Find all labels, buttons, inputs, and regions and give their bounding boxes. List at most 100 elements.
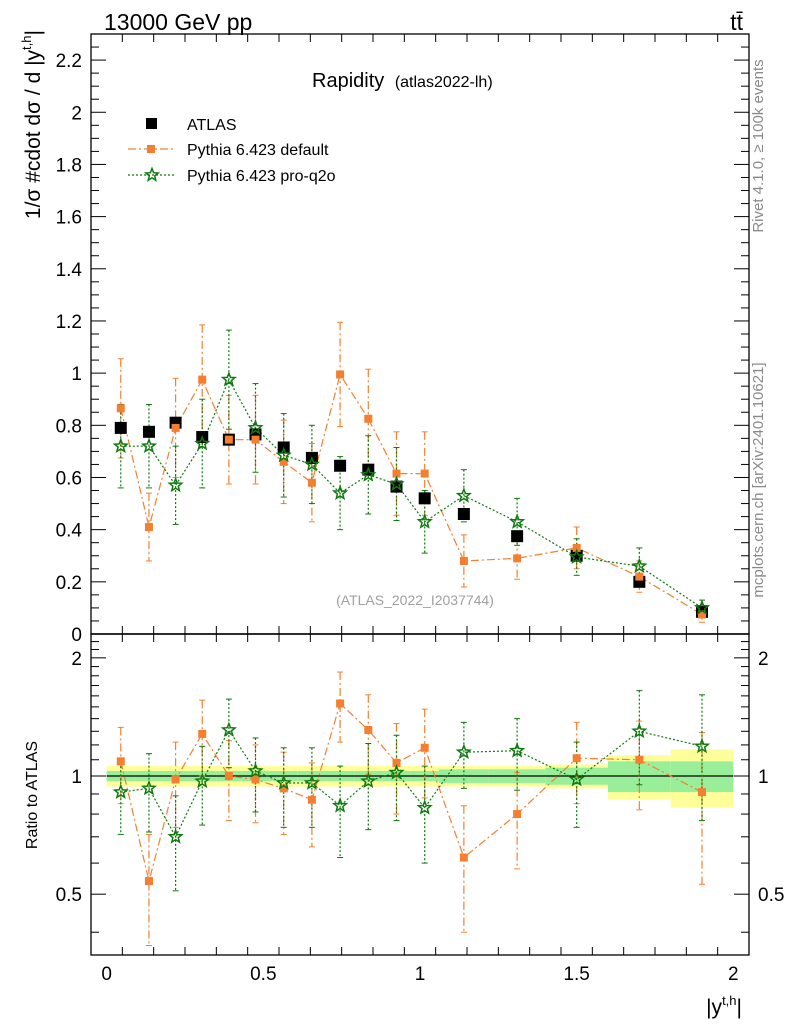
y-axis-label-end: | <box>22 30 45 35</box>
point-default <box>513 554 522 563</box>
atlas-point <box>457 508 470 520</box>
y-tick-label: 1.4 <box>56 260 83 281</box>
point-proq2o <box>140 437 158 454</box>
x-tick-label: 0 <box>101 964 112 985</box>
chart-title-main: Rapidity <box>312 70 384 92</box>
point-default <box>420 469 429 478</box>
ratio-frame <box>90 633 750 956</box>
ratio-point-proq2o <box>631 722 648 739</box>
x-tick-label: 1 <box>415 964 426 985</box>
y-tick-label: 0.6 <box>56 468 82 489</box>
ratio-point-default <box>224 772 233 781</box>
series-line-default <box>120 372 703 615</box>
analysis-tag: (ATLAS_2022_I2037744) <box>336 592 494 608</box>
ratio-point-default <box>459 853 468 862</box>
ratio-point-proq2o <box>455 743 472 760</box>
point-proq2o <box>331 484 349 501</box>
ratio-point-proq2o <box>275 774 292 790</box>
ratio-point-proq2o <box>331 797 349 813</box>
x-axis-label: |yt,h| <box>706 993 742 1019</box>
header-energy-label: 13000 GeV pp <box>104 9 252 35</box>
legend-marker-atlas <box>146 118 157 129</box>
point-proq2o <box>303 455 321 472</box>
point-proq2o <box>509 513 526 529</box>
atlas-point <box>418 492 431 505</box>
ratio-tick-label-right: 1 <box>758 767 769 788</box>
point-proq2o <box>247 419 264 435</box>
legend: ATLAS Pythia 6.423 default Pythia 6.423 … <box>128 117 336 185</box>
x-axis-label-main: |y <box>706 996 722 1019</box>
point-default <box>392 469 401 478</box>
ratio-point-proq2o <box>167 828 184 844</box>
y-tick-label: 1.2 <box>56 312 82 333</box>
point-proq2o <box>275 446 292 463</box>
ratio-point-default <box>336 699 345 708</box>
point-default <box>279 457 288 466</box>
y-tick-label: 2.2 <box>56 51 82 72</box>
x-axis-label-end: | <box>737 996 742 1019</box>
legend-label-proq2o: Pythia 6.423 pro-q2o <box>187 168 336 185</box>
x-axis-label-sup: t,h <box>722 993 736 1008</box>
ratio-point-proq2o <box>693 737 711 754</box>
legend-marker-proq2o <box>143 166 161 182</box>
point-default <box>635 572 644 581</box>
y-axis-label-main: 1/σ #cdot dσ / d |y <box>22 49 45 219</box>
y-tick-label: 1.6 <box>56 208 82 229</box>
atlas-point <box>114 421 127 434</box>
point-default <box>572 543 581 552</box>
point-default <box>251 435 260 444</box>
x-tick-label: 1.5 <box>563 964 589 985</box>
ratio-point-default <box>279 784 288 793</box>
ratio-point-proq2o <box>303 774 321 790</box>
series-line-proq2o <box>120 378 703 609</box>
point-default <box>144 523 153 532</box>
y-tick-label: 0.2 <box>56 573 82 594</box>
point-default <box>364 414 373 423</box>
ratio-point-default <box>251 775 260 784</box>
point-proq2o <box>388 475 405 491</box>
ratio-point-proq2o <box>112 783 129 799</box>
y-tick-label: 0.8 <box>56 416 82 437</box>
point-proq2o <box>693 599 711 615</box>
y-axis-label-sup: t,h <box>19 35 34 49</box>
point-proq2o <box>112 437 129 454</box>
atlas-point <box>334 459 347 472</box>
point-proq2o <box>194 435 211 451</box>
ratio-tick-label-left: 2 <box>71 649 82 670</box>
ratio-point-default <box>392 758 401 767</box>
y-axis-label: 1/σ #cdot dσ / d |yt,h| <box>19 30 45 219</box>
x-tick-label: 2 <box>728 964 739 985</box>
main-panel: 0 0.2 0.4 0.6 0.8 1 1.2 1.4 1.6 1.8 2 2.2 <box>56 33 750 646</box>
ratio-tick-label-left: 1 <box>71 767 82 788</box>
ratio-point-default <box>420 743 429 752</box>
y-tick-label: 2 <box>71 103 82 124</box>
y-tick-label: 1 <box>71 364 82 385</box>
ratio-point-default <box>116 757 125 766</box>
ratio-point-proq2o <box>247 762 264 778</box>
mcplots-label: mcplots.cern.ch [arXiv:2401.10621] <box>750 362 767 597</box>
ratio-point-default <box>198 729 207 738</box>
point-default <box>224 435 233 444</box>
ratio-point-proq2o <box>360 772 377 789</box>
ratio-point-default <box>364 725 373 734</box>
point-default <box>198 375 207 384</box>
point-default <box>171 423 180 432</box>
point-proq2o <box>360 466 377 482</box>
point-proq2o <box>568 548 585 565</box>
ratio-point-proq2o <box>388 763 405 780</box>
ratio-point-proq2o <box>416 799 433 815</box>
point-proq2o <box>167 476 184 493</box>
point-proq2o <box>220 371 237 387</box>
point-default <box>307 478 316 487</box>
legend-marker-default <box>147 145 155 153</box>
ratio-tick-label-right: 0.5 <box>758 885 784 906</box>
point-default <box>698 610 706 619</box>
ratio-tick-label-right: 2 <box>758 649 769 670</box>
chart-subtitle: (atlas2022-lh) <box>395 74 493 91</box>
point-proq2o <box>455 487 472 503</box>
atlas-point <box>511 530 524 543</box>
ratio-point-default <box>698 788 706 797</box>
legend-label-atlas: ATLAS <box>187 117 237 134</box>
ratio-point-default <box>513 810 522 819</box>
atlas-point <box>142 425 155 438</box>
